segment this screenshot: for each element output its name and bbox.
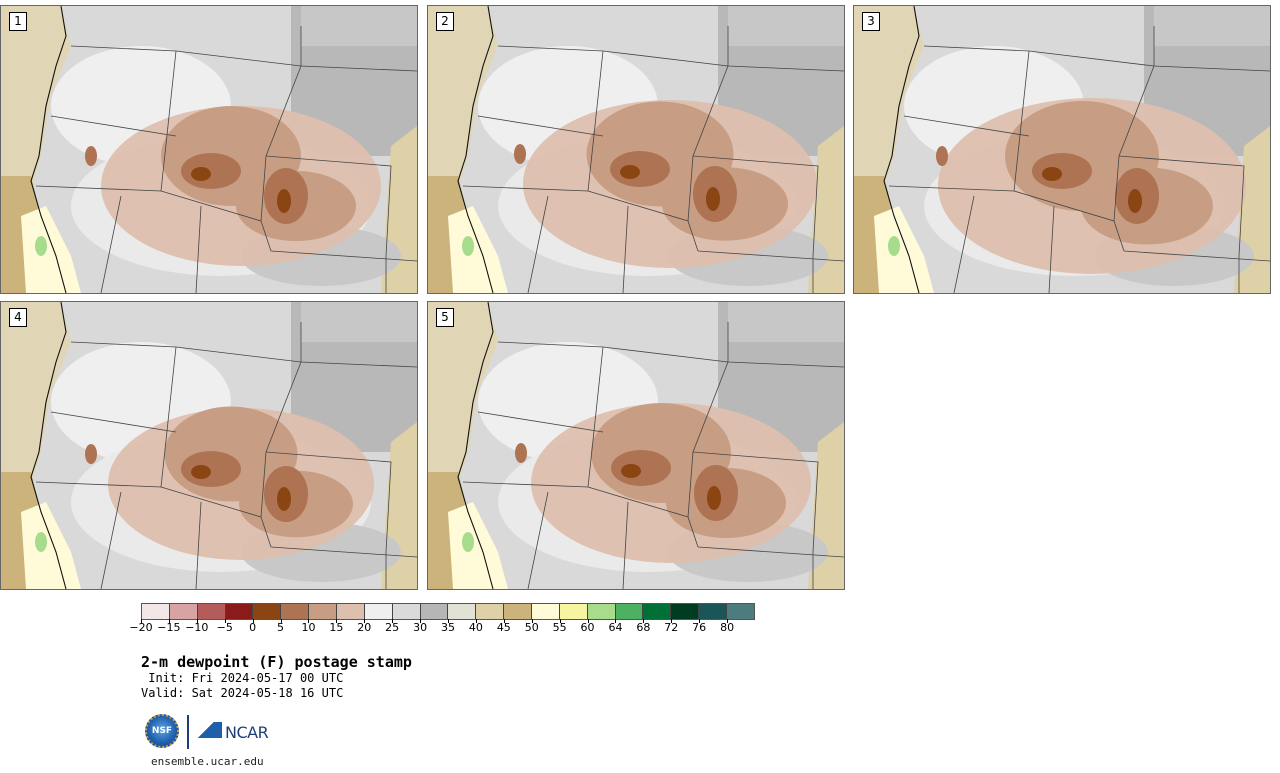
colorbar-swatch — [504, 604, 533, 619]
colorbar-tick-label: 64 — [608, 621, 623, 634]
logos: NSF NCAR — [143, 712, 273, 752]
colorbar-tick-mark — [336, 619, 338, 623]
colorbar-tick-mark — [196, 619, 198, 623]
colorbar-swatch — [142, 604, 170, 619]
colorbar-swatch — [448, 604, 477, 619]
colorbar-tick-mark — [308, 619, 310, 623]
colorbar-tick-mark — [531, 619, 533, 623]
member-label: 2 — [436, 12, 454, 31]
member-label: 5 — [436, 308, 454, 327]
colorbar-tick-label: 25 — [385, 621, 400, 634]
valid-time: Valid: Sat 2024-05-18 16 UTC — [141, 686, 344, 700]
colorbar-tick-mark — [141, 619, 142, 623]
colorbar-tick-mark — [643, 619, 645, 623]
member-label: 3 — [862, 12, 880, 31]
dewpoint-map — [854, 6, 1270, 293]
colorbar-swatch — [337, 604, 365, 619]
ncar-mark-icon — [198, 722, 222, 738]
colorbar-tick-label: 0 — [249, 621, 257, 634]
colorbar-tick-label: 60 — [580, 621, 595, 634]
colorbar-tick-label: 30 — [413, 621, 428, 634]
colorbar-ticks: −20 −15 −10 −5 0 5 10 15 20 25 30 35 40 45 50 55 60 64 68 7… — [129, 619, 755, 641]
colorbar-tick-mark — [448, 619, 449, 623]
dewpoint-map — [1, 6, 417, 293]
colorbar-tick-label: 50 — [524, 621, 539, 634]
dewpoint-map — [428, 6, 844, 293]
colorbar-tick-mark — [671, 619, 673, 623]
colorbar-tick-label: 55 — [552, 621, 567, 634]
dewpoint-map — [1, 302, 417, 589]
colorbar-swatch — [476, 604, 505, 619]
colorbar-tick-label: 20 — [357, 621, 372, 634]
colorbar-tick-label: 40 — [468, 621, 483, 634]
colorbar-tick-label: 10 — [301, 621, 316, 634]
colorbar-tick-mark — [280, 619, 282, 623]
colorbar-tick-label: −15 — [157, 621, 181, 634]
member-panel-3: 3 — [853, 5, 1271, 294]
site-url: ensemble.ucar.edu — [151, 755, 264, 768]
colorbar-tick-mark — [587, 619, 589, 623]
colorbar-tick-label: 15 — [329, 621, 344, 634]
colorbar-tick-mark — [364, 619, 366, 623]
colorbar-tick-mark — [420, 619, 422, 623]
colorbar-swatch — [587, 604, 616, 619]
colorbar-tick-label: 76 — [692, 621, 707, 634]
colorbar-tick-label: −20 — [129, 621, 153, 634]
member-label: 4 — [9, 308, 27, 327]
product-title: 2-m dewpoint (F) postage stamp — [141, 653, 412, 671]
colorbar-tick-label: 68 — [636, 621, 651, 634]
ncar-logo: NCAR — [225, 723, 269, 742]
colorbar-tick-label: 35 — [441, 621, 455, 634]
colorbar-tick-label: 5 — [277, 621, 285, 634]
logo-divider — [187, 715, 189, 749]
colorbar-tick-mark — [252, 619, 254, 623]
member-panel-2: 2 — [427, 5, 845, 294]
member-label: 1 — [9, 12, 27, 31]
colorbar-tick-label: −10 — [185, 621, 209, 634]
colorbar-tick-label: 45 — [496, 621, 511, 634]
colorbar-swatch — [197, 604, 226, 619]
colorbar-swatch — [281, 604, 310, 619]
colorbar-tick-mark — [559, 619, 561, 623]
colorbar-swatch — [699, 604, 728, 619]
colorbar-swatch — [225, 604, 254, 619]
colorbar-swatch — [309, 604, 338, 619]
colorbar-tick-mark — [503, 619, 505, 623]
colorbar-tick-mark — [168, 619, 170, 623]
colorbar-tick-mark — [475, 619, 477, 623]
member-panel-1: 1 — [0, 5, 418, 294]
colorbar-swatch — [392, 604, 421, 619]
colorbar-swatch — [532, 604, 560, 619]
colorbar-tick-mark — [727, 619, 729, 623]
init-time: Init: Fri 2024-05-17 00 UTC — [141, 671, 344, 685]
colorbar-swatch — [420, 604, 449, 619]
colorbar-tick-mark — [699, 619, 701, 623]
colorbar-tick-mark — [392, 619, 394, 623]
member-panel-4: 4 — [0, 301, 418, 590]
colorbar-swatch — [671, 604, 700, 619]
member-panel-5: 5 — [427, 301, 845, 590]
colorbar-swatch — [643, 604, 672, 619]
colorbar-swatch — [727, 604, 754, 619]
nsf-logo-icon: NSF — [145, 714, 179, 748]
colorbar-tick-mark — [224, 619, 226, 623]
colorbar — [141, 603, 755, 620]
colorbar-swatch — [615, 604, 644, 619]
colorbar-swatch — [169, 604, 198, 619]
colorbar-tick-label: −5 — [216, 621, 233, 634]
colorbar-swatch — [559, 604, 588, 619]
colorbar-swatch — [253, 604, 282, 619]
colorbar-tick-label: 72 — [664, 621, 679, 634]
colorbar-tick-label: 80 — [720, 621, 735, 634]
colorbar-tick-mark — [615, 619, 617, 623]
dewpoint-map — [428, 302, 844, 589]
colorbar-swatch — [364, 604, 393, 619]
